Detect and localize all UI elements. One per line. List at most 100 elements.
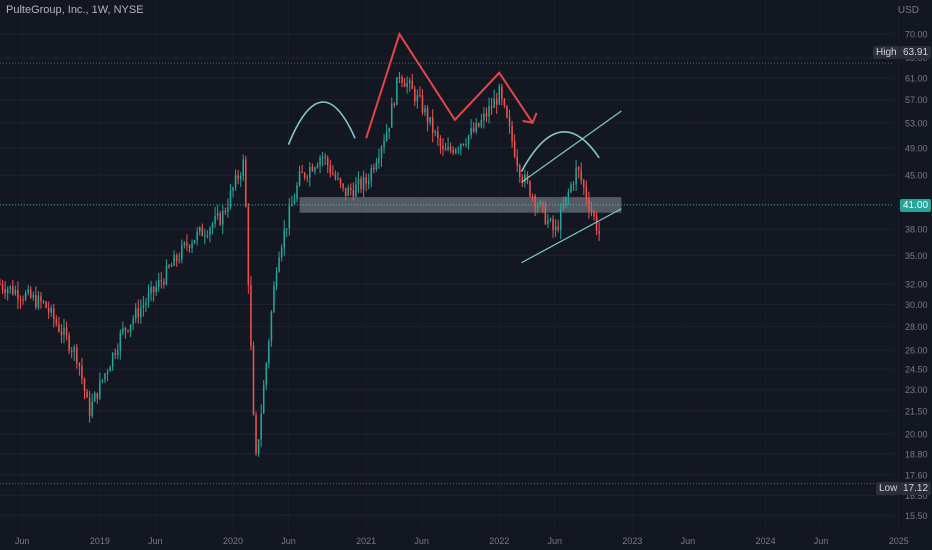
x-tick-label: Jun: [15, 536, 30, 546]
candle-body: [437, 131, 439, 139]
y-tick-label: 57.00: [905, 95, 928, 105]
candle-body: [170, 265, 173, 267]
candle-body: [598, 231, 600, 234]
candle-body: [224, 211, 227, 213]
candle-body: [12, 286, 14, 295]
candle-body: [444, 148, 447, 151]
candle-body: [270, 312, 273, 342]
candle-body: [519, 165, 521, 177]
candle-body: [408, 80, 411, 84]
candle-body: [585, 187, 588, 200]
candle-body: [60, 331, 63, 335]
currency-label: USD: [897, 5, 919, 16]
candle-body: [426, 108, 429, 123]
candle-body: [83, 378, 86, 392]
candle-body: [347, 187, 349, 196]
y-tick-label: 30.00: [905, 300, 928, 310]
candle-body: [55, 319, 58, 324]
x-tick-label: 2023: [622, 536, 642, 546]
candle-body: [129, 324, 132, 332]
candle-body: [204, 235, 206, 237]
candle-body: [86, 391, 88, 398]
candle-body: [431, 117, 434, 133]
x-tick-label: 2022: [489, 536, 509, 546]
candle-body: [475, 123, 478, 132]
x-tick-label: 2019: [90, 536, 110, 546]
x-tick-label: Jun: [148, 536, 163, 546]
candle-body: [4, 289, 6, 294]
candle-body: [306, 177, 309, 179]
candle-body: [552, 219, 554, 231]
candle-body: [593, 212, 595, 217]
candle-body: [42, 301, 45, 303]
candle-body: [403, 82, 406, 87]
candle-body: [488, 106, 490, 117]
candle-body: [321, 156, 324, 158]
candle-body: [529, 181, 531, 197]
time-axis[interactable]: Jun 2019 Jun 2020 Jun 2021 Jun 2022 Jun 2023 Jun 20…: [15, 536, 909, 546]
y-tick-label: 38.00: [905, 225, 928, 235]
candle-body: [588, 199, 590, 210]
candle-body: [565, 196, 567, 206]
candle-body: [227, 207, 229, 212]
candle-body: [219, 212, 221, 225]
candle-body: [393, 103, 396, 106]
candle-body: [360, 178, 362, 190]
candle-body: [216, 212, 219, 216]
candle-body: [280, 247, 283, 258]
candle-body: [350, 187, 352, 190]
candle-body: [191, 243, 193, 248]
candle-body: [416, 94, 419, 102]
y-tick-label: 35.00: [905, 251, 928, 261]
candle-body: [58, 323, 60, 332]
high-value: 63.91: [900, 46, 932, 59]
y-tick-label: 21.50: [905, 406, 928, 416]
candle-body: [9, 286, 12, 289]
candle-body: [132, 318, 134, 325]
candle-body: [109, 366, 111, 372]
candle-body: [45, 301, 47, 309]
candle-body: [275, 271, 278, 286]
candle-body: [570, 184, 572, 192]
candle-body: [268, 341, 270, 364]
candle-body: [73, 347, 76, 352]
candle-body: [480, 120, 483, 127]
price-axis[interactable]: 70.0065.0061.0057.0053.0049.0045.0041.00…: [905, 30, 928, 521]
candle-body: [536, 205, 539, 208]
candle-body: [559, 208, 562, 230]
candle-body: [332, 173, 334, 175]
candle-body: [414, 88, 416, 102]
candle-body: [534, 196, 536, 208]
y-tick-label: 28.00: [905, 322, 928, 332]
candle-body: [590, 209, 593, 213]
candle-body: [91, 401, 93, 416]
candle-body: [319, 157, 321, 166]
y-tick-label: 15.50: [905, 511, 928, 521]
candle-body: [181, 245, 183, 260]
y-tick-label: 45.00: [905, 171, 928, 181]
x-tick-label: 2025: [889, 536, 909, 546]
candle-body: [119, 332, 122, 351]
candle-body: [206, 235, 209, 237]
x-tick-label: 2021: [356, 536, 376, 546]
drawings[interactable]: [287, 31, 622, 264]
candle-body: [503, 98, 506, 107]
candle-body: [365, 177, 367, 184]
candle-body: [421, 95, 424, 113]
y-tick-label: 23.00: [905, 385, 928, 395]
candle-body: [493, 98, 495, 108]
y-tick-label: 53.00: [905, 118, 928, 128]
candle-body: [362, 177, 365, 190]
candle-body: [265, 363, 268, 386]
candle-body: [19, 299, 22, 301]
candle-body: [147, 293, 150, 303]
candle-body: [344, 187, 347, 196]
candle-body: [373, 167, 375, 170]
candle-body: [157, 280, 160, 287]
resistance-zone[interactable]: [299, 197, 622, 213]
candle-body: [452, 149, 454, 153]
candle-body: [337, 178, 339, 180]
candle-body: [311, 166, 314, 172]
candle-body: [342, 183, 344, 188]
